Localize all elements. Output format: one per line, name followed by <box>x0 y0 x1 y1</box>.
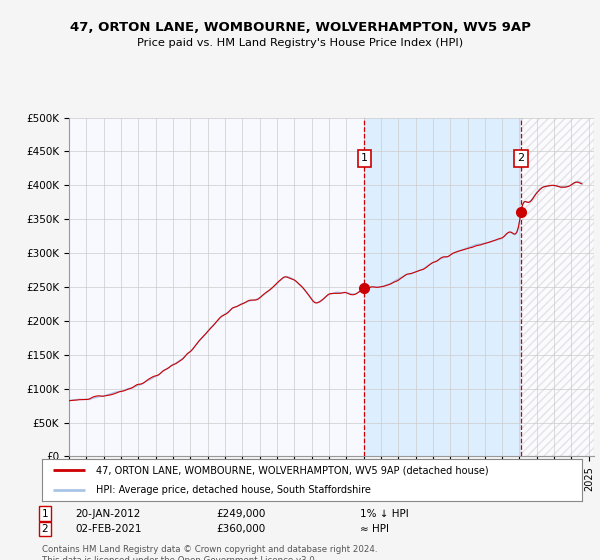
Text: ≈ HPI: ≈ HPI <box>360 524 389 534</box>
Text: 1: 1 <box>41 508 49 519</box>
Text: 1% ↓ HPI: 1% ↓ HPI <box>360 508 409 519</box>
Text: 1: 1 <box>361 153 368 164</box>
Text: HPI: Average price, detached house, South Staffordshire: HPI: Average price, detached house, Sout… <box>96 486 371 495</box>
Text: Contains HM Land Registry data © Crown copyright and database right 2024.
This d: Contains HM Land Registry data © Crown c… <box>42 545 377 560</box>
Text: 2: 2 <box>41 524 49 534</box>
Text: 2: 2 <box>517 153 524 164</box>
Text: Price paid vs. HM Land Registry's House Price Index (HPI): Price paid vs. HM Land Registry's House … <box>137 38 463 48</box>
Text: 47, ORTON LANE, WOMBOURNE, WOLVERHAMPTON, WV5 9AP (detached house): 47, ORTON LANE, WOMBOURNE, WOLVERHAMPTON… <box>96 465 488 475</box>
Text: 47, ORTON LANE, WOMBOURNE, WOLVERHAMPTON, WV5 9AP: 47, ORTON LANE, WOMBOURNE, WOLVERHAMPTON… <box>70 21 530 34</box>
Bar <box>364 118 521 456</box>
Bar <box>521 118 594 456</box>
Text: £249,000: £249,000 <box>216 508 265 519</box>
Text: 20-JAN-2012: 20-JAN-2012 <box>75 508 140 519</box>
Text: 02-FEB-2021: 02-FEB-2021 <box>75 524 142 534</box>
Text: £360,000: £360,000 <box>216 524 265 534</box>
